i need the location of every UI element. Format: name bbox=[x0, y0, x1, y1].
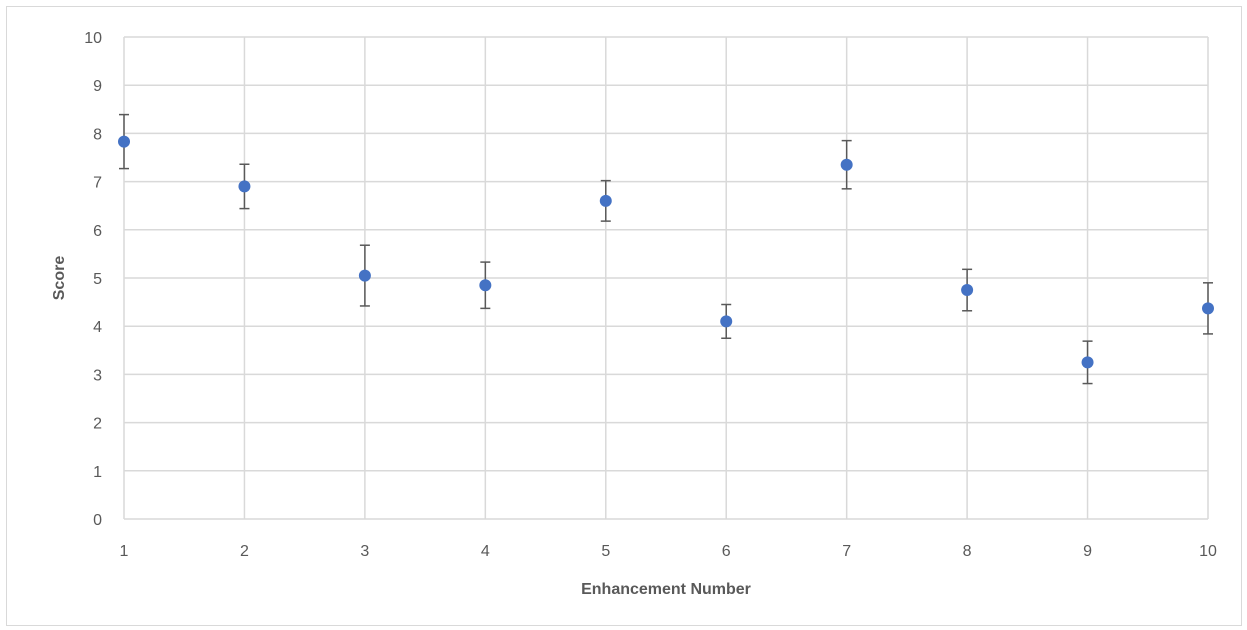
x-axis-title: Enhancement Number bbox=[581, 581, 751, 598]
y-tick-label: 4 bbox=[93, 319, 102, 336]
y-axis-title: Score bbox=[51, 256, 68, 301]
data-points bbox=[118, 135, 1214, 369]
data-point bbox=[238, 180, 251, 193]
y-tick-label: 0 bbox=[93, 512, 102, 529]
chart-area bbox=[6, 6, 1242, 626]
data-point bbox=[118, 135, 130, 148]
data-point bbox=[961, 284, 974, 297]
y-tick-label: 2 bbox=[93, 416, 102, 433]
x-tick-label: 10 bbox=[1199, 543, 1217, 560]
y-tick-label: 8 bbox=[93, 126, 102, 143]
x-tick-label: 8 bbox=[963, 543, 972, 560]
data-point bbox=[720, 315, 733, 328]
x-tick-label: 9 bbox=[1083, 543, 1092, 560]
data-point bbox=[840, 158, 853, 171]
y-tick-label: 7 bbox=[93, 175, 102, 192]
x-tick-label: 4 bbox=[481, 543, 490, 560]
x-axis-ticks: 1 2 3 4 5 6 7 8 9 10 bbox=[120, 543, 1217, 560]
y-tick-label: 3 bbox=[93, 367, 102, 384]
y-tick-label: 1 bbox=[93, 464, 102, 481]
x-tick-label: 2 bbox=[240, 543, 249, 560]
data-point bbox=[358, 269, 371, 282]
x-tick-label: 1 bbox=[120, 543, 129, 560]
error-bars bbox=[119, 113, 1213, 385]
data-point bbox=[599, 194, 612, 207]
y-tick-label: 5 bbox=[93, 271, 102, 288]
x-tick-label: 3 bbox=[360, 543, 369, 560]
y-tick-label: 6 bbox=[93, 223, 102, 240]
x-tick-label: 6 bbox=[722, 543, 731, 560]
y-axis-ticks: 0 1 2 3 4 5 6 7 8 9 10 bbox=[84, 30, 102, 529]
x-tick-label: 7 bbox=[842, 543, 851, 560]
data-point bbox=[1081, 356, 1094, 369]
y-tick-label: 9 bbox=[93, 78, 102, 95]
gridlines bbox=[123, 36, 1209, 520]
data-point bbox=[1202, 302, 1214, 315]
x-tick-label: 5 bbox=[601, 543, 610, 560]
data-point bbox=[479, 279, 492, 292]
y-tick-label: 10 bbox=[84, 30, 102, 47]
